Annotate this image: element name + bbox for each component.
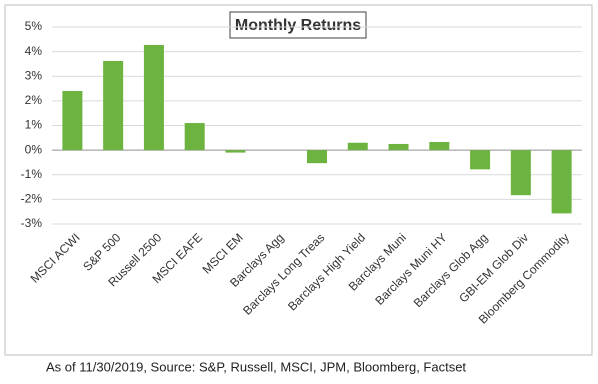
- y-tick-label: -1%: [21, 167, 43, 181]
- title-box: [229, 11, 367, 39]
- bar: [225, 150, 246, 153]
- y-tick-label: 4%: [25, 44, 43, 58]
- chart-title: Monthly Returns: [235, 17, 361, 34]
- y-tick-label: 0%: [25, 142, 43, 156]
- y-tick-label: -3%: [21, 216, 43, 230]
- bar: [143, 44, 164, 151]
- bar: [62, 91, 83, 151]
- bar: [307, 150, 327, 164]
- bar: [429, 141, 450, 151]
- y-tick-label: 5%: [25, 19, 43, 33]
- bar: [470, 150, 491, 170]
- bar: [347, 142, 368, 151]
- y-tick-label: 3%: [25, 68, 43, 82]
- y-tick-label: -2%: [21, 192, 43, 206]
- source-note: As of 11/30/2019, Source: S&P, Russell, …: [46, 359, 466, 374]
- bar: [184, 123, 205, 151]
- bar: [551, 150, 572, 214]
- bar: [103, 60, 124, 151]
- bar: [510, 150, 531, 196]
- y-tick-label: 2%: [25, 93, 43, 107]
- y-tick-label: 1%: [25, 118, 43, 132]
- bar: [388, 143, 409, 151]
- chart-border: [4, 4, 593, 356]
